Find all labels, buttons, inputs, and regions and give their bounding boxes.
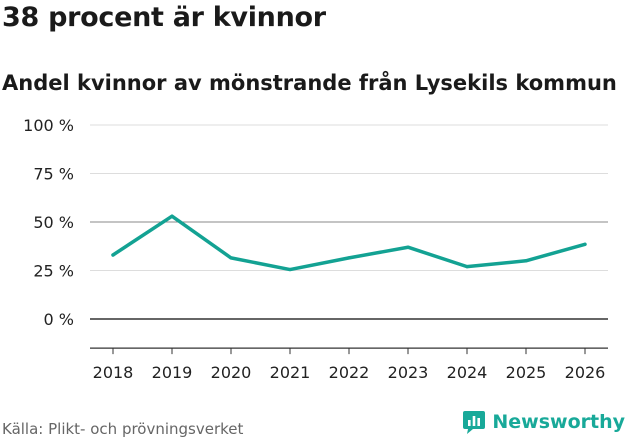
- data-point: [347, 256, 351, 260]
- y-tick-label: 100 %: [23, 116, 74, 135]
- data-point: [288, 267, 292, 272]
- data-point: [170, 214, 174, 218]
- source-note: Källa: Plikt- och prövningsverket: [2, 420, 244, 438]
- x-tick-label: 2022: [329, 363, 370, 382]
- brand-name: Newsworthy: [492, 411, 625, 433]
- data-point: [465, 265, 469, 269]
- y-tick-label: 50 %: [33, 213, 74, 232]
- chart-title: 38 procent är kvinnor: [2, 2, 326, 33]
- x-tick-label: 2019: [152, 363, 193, 382]
- x-tick-label: 2026: [565, 363, 606, 382]
- data-point: [229, 256, 233, 260]
- series-line: [111, 214, 587, 272]
- y-tick-label: 25 %: [33, 262, 74, 281]
- data-point: [583, 242, 587, 246]
- data-point: [406, 245, 410, 249]
- newsworthy-logo-icon: [463, 411, 486, 434]
- line-chart: 100 % 75 % 50 % 25 % 0 % 2018 2019 2020 2021 2022…: [23, 116, 608, 382]
- x-tick-label: 2021: [270, 363, 311, 382]
- y-tick-label: 75 %: [33, 165, 74, 184]
- data-point: [111, 253, 115, 257]
- x-tick-label: 2020: [211, 363, 252, 382]
- y-tick-label: 0 %: [44, 310, 74, 329]
- x-tick-label: 2018: [93, 363, 134, 382]
- chart-subtitle: Andel kvinnor av mönstrande från Lysekil…: [2, 71, 617, 95]
- x-tick-label: 2023: [388, 363, 429, 382]
- x-tick-label: 2025: [506, 363, 547, 382]
- brand-logo: Newsworthy: [462, 409, 625, 435]
- data-point: [524, 259, 528, 263]
- x-tick-label: 2024: [447, 363, 488, 382]
